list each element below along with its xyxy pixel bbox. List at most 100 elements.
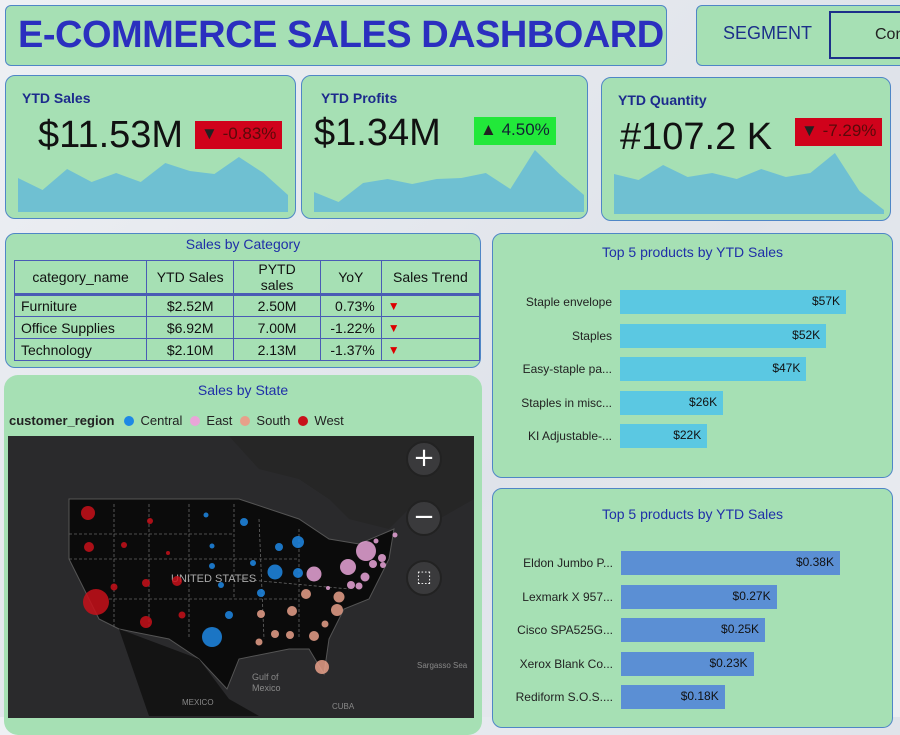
- cell-category: Office Supplies: [13, 316, 148, 339]
- state-bubble-west[interactable]: [83, 589, 109, 615]
- legend-item[interactable]: South: [256, 413, 291, 428]
- state-bubble-south[interactable]: [255, 638, 263, 646]
- state-bubble-central[interactable]: [292, 536, 304, 548]
- change-badge: ▼ -7.29%: [795, 118, 883, 146]
- state-bubble-east[interactable]: [326, 586, 330, 590]
- state-bubble-south[interactable]: [321, 620, 329, 628]
- bar-value-label: $0.25K: [721, 622, 760, 636]
- state-bubble-central[interactable]: [209, 543, 215, 549]
- map-view[interactable]: UNITED STATES Gulf of Mexico MEXICO CUBA…: [8, 436, 474, 718]
- state-bubble-central[interactable]: [250, 560, 256, 566]
- state-bubble-south[interactable]: [309, 631, 319, 641]
- cell-yoy: -1.22%: [319, 316, 382, 339]
- legend-item[interactable]: Central: [140, 413, 183, 428]
- state-bubble-south[interactable]: [286, 631, 294, 639]
- legend-item[interactable]: West: [314, 413, 344, 428]
- bar-value-label: $0.23K: [709, 655, 748, 670]
- legend-dot-south: [240, 415, 251, 426]
- sales-by-state-panel: Sales by State customer_region Central E…: [4, 375, 482, 735]
- state-bubble-central[interactable]: [293, 568, 303, 578]
- state-bubble-west[interactable]: [121, 542, 127, 548]
- state-bubble-west[interactable]: [172, 576, 182, 586]
- state-bubble-south[interactable]: [271, 630, 279, 638]
- state-bubble-west[interactable]: [178, 611, 186, 619]
- map-canvas[interactable]: UNITED STATES Gulf of Mexico MEXICO CUBA…: [8, 436, 474, 718]
- sparkline-area: [18, 157, 288, 212]
- state-bubble-west[interactable]: [84, 542, 94, 552]
- state-bubble-east[interactable]: [356, 541, 376, 561]
- sparkline-area: [614, 153, 884, 214]
- state-bubble-west[interactable]: [142, 579, 150, 587]
- state-bubble-south[interactable]: [257, 610, 265, 618]
- bar[interactable]: $52K: [620, 323, 827, 348]
- bar[interactable]: $0.23K: [621, 651, 754, 676]
- state-bubble-central[interactable]: [202, 627, 222, 647]
- legend-title: customer_region: [9, 413, 115, 428]
- state-bubble-east[interactable]: [360, 572, 370, 582]
- bar[interactable]: $22K: [620, 424, 708, 448]
- state-bubble-east[interactable]: [340, 559, 356, 575]
- bar-category-label: Rediform S.O.S....: [515, 690, 613, 704]
- zoom-out-button[interactable]: −: [406, 500, 442, 536]
- column-header[interactable]: Sales Trend: [380, 260, 481, 296]
- panel-title: Sales by State: [197, 382, 289, 398]
- state-bubble-east[interactable]: [369, 560, 377, 568]
- bar[interactable]: $0.25K: [621, 618, 766, 642]
- state-bubble-east[interactable]: [355, 582, 363, 590]
- kpi-value: $11.53M: [38, 114, 184, 156]
- bar-value-label: $22K: [673, 428, 702, 442]
- category-table: category_name YTD Sales PYTD sales YoY S…: [13, 260, 481, 361]
- select-area-icon[interactable]: ⬚: [406, 560, 442, 596]
- state-bubble-west[interactable]: [110, 583, 118, 591]
- state-bubble-east[interactable]: [347, 581, 355, 589]
- bar[interactable]: $0.38K: [621, 551, 840, 575]
- legend-dot-east: [190, 415, 201, 426]
- state-bubble-west[interactable]: [140, 616, 152, 628]
- column-header[interactable]: YoY: [319, 260, 382, 296]
- state-bubble-central[interactable]: [275, 543, 283, 551]
- state-bubble-east[interactable]: [380, 562, 386, 568]
- state-bubble-central[interactable]: [218, 582, 224, 588]
- trend-down-icon: ▼: [380, 316, 481, 339]
- zoom-in-button[interactable]: +: [406, 441, 442, 477]
- bar-category-label: Xerox Blank Co...: [519, 656, 613, 671]
- state-bubble-central[interactable]: [225, 611, 233, 619]
- cell-category: Furniture: [13, 294, 148, 317]
- state-bubble-south[interactable]: [331, 604, 343, 616]
- state-bubble-central[interactable]: [240, 518, 248, 526]
- bar-category-label: Cisco SPA525G...: [517, 623, 613, 637]
- state-bubble-central[interactable]: [257, 589, 265, 597]
- state-bubble-south[interactable]: [301, 589, 311, 599]
- state-bubble-east[interactable]: [392, 532, 398, 538]
- state-bubble-east[interactable]: [306, 566, 322, 582]
- gulf-label-2: Mexico: [252, 683, 281, 693]
- cell-category: Technology: [13, 338, 148, 361]
- bar[interactable]: $26K: [620, 390, 724, 415]
- bar[interactable]: $47K: [620, 357, 807, 381]
- cell-pytd: 2.50M: [233, 294, 321, 317]
- state-bubble-central[interactable]: [209, 563, 215, 569]
- state-bubble-west[interactable]: [147, 518, 153, 524]
- state-bubble-east[interactable]: [373, 538, 379, 544]
- bar[interactable]: $57K: [620, 290, 846, 314]
- map-legend: customer_region Central East South West: [9, 413, 344, 428]
- segment-dropdown[interactable]: Consumer: [829, 11, 900, 59]
- segment-label: SEGMENT: [723, 23, 813, 43]
- state-bubble-central[interactable]: [203, 512, 209, 518]
- trend-down-icon: ▼: [380, 338, 481, 361]
- state-bubble-west[interactable]: [81, 506, 95, 520]
- bar[interactable]: $0.18K: [621, 685, 725, 709]
- bar[interactable]: $0.27K: [621, 584, 777, 609]
- state-bubble-south[interactable]: [287, 606, 297, 616]
- column-header[interactable]: PYTD sales: [233, 260, 321, 296]
- state-bubble-south[interactable]: [315, 660, 329, 674]
- legend-item[interactable]: East: [206, 413, 233, 428]
- sparkline: [18, 157, 288, 212]
- mexico-label: MEXICO: [182, 698, 214, 707]
- state-bubble-central[interactable]: [267, 564, 283, 580]
- state-bubble-east[interactable]: [378, 554, 386, 562]
- column-header[interactable]: category_name: [13, 260, 148, 296]
- state-bubble-west[interactable]: [166, 551, 170, 555]
- state-bubble-south[interactable]: [333, 591, 345, 603]
- column-header[interactable]: YTD Sales: [146, 260, 235, 296]
